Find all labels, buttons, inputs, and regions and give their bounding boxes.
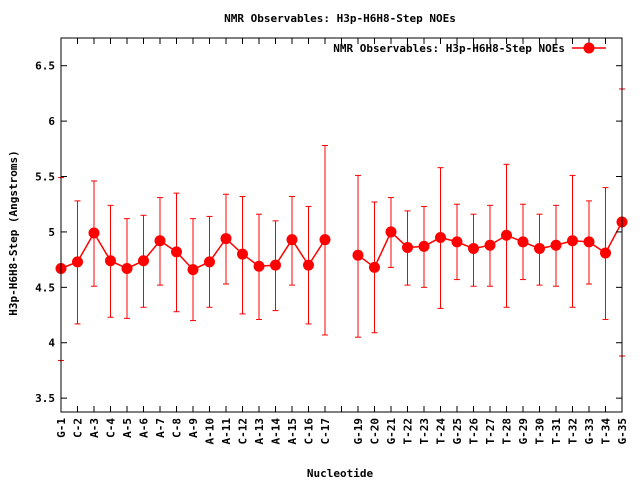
x-axis-label: Nucleotide [307, 467, 374, 480]
plot-area [55, 88, 628, 361]
data-point [418, 240, 430, 252]
data-point [501, 229, 512, 241]
x-tick-label: T-26 [468, 418, 481, 445]
y-tick-label: 4.5 [35, 281, 55, 294]
x-tick-label: C-16 [303, 418, 316, 445]
x-tick-label: T-32 [567, 418, 580, 445]
x-tick-label: A-13 [253, 418, 266, 445]
x-tick-label: G-19 [352, 418, 365, 445]
y-tick-label: 5.5 [35, 171, 55, 184]
data-point [352, 249, 364, 261]
data-point [303, 259, 314, 271]
data-point [319, 234, 331, 246]
chart-title: NMR Observables: H3p-H6H8-Step NOEs [224, 12, 456, 25]
legend-label: NMR Observables: H3p-H6H8-Step NOEs [333, 42, 565, 55]
data-point [435, 231, 446, 243]
data-point [253, 260, 265, 272]
data-point [286, 234, 298, 246]
x-axis: G-1 C-2 A-3 C-4 A-5 A-6 A-7 C-8 A-9 A-10 A-11 C-12 A… [55, 38, 629, 445]
x-tick-label: A-10 [204, 418, 217, 445]
x-tick-label: C-20 [369, 418, 382, 445]
x-tick-label: T-34 [600, 418, 613, 445]
x-tick-label: T-23 [418, 418, 431, 445]
data-point [237, 248, 248, 260]
x-tick-label: T-28 [501, 418, 514, 445]
x-tick-label: C-4 [105, 418, 118, 438]
x-tick-label: A-11 [220, 418, 233, 445]
x-tick-label: G-21 [385, 418, 398, 445]
data-point [369, 261, 380, 273]
data-point [567, 235, 578, 247]
data-point [105, 255, 116, 267]
data-point [583, 236, 595, 248]
data-point [484, 239, 496, 251]
x-tick-label: G-29 [517, 418, 530, 445]
data-point [204, 256, 215, 268]
legend-marker [583, 42, 595, 54]
y-axis: 3.5 4 4.5 5 5.5 6 6.5 [35, 60, 622, 405]
data-point [600, 247, 611, 259]
x-tick-label: G-35 [616, 418, 629, 445]
y-tick-label: 5 [48, 226, 55, 239]
x-tick-label: G-33 [583, 418, 596, 445]
y-tick-label: 3.5 [35, 392, 55, 405]
x-tick-label: T-22 [402, 418, 415, 445]
data-point [550, 239, 562, 251]
x-tick-label: C-8 [171, 418, 184, 438]
data-point [517, 236, 529, 248]
y-tick-label: 6 [48, 115, 55, 128]
data-point [385, 226, 397, 238]
data-point [402, 241, 413, 253]
x-tick-label: A-14 [270, 418, 283, 445]
x-tick-label: C-2 [72, 418, 85, 438]
data-point [187, 264, 199, 276]
x-tick-label: T-30 [534, 418, 547, 445]
data-point [72, 256, 83, 268]
x-tick-label: C-17 [319, 418, 332, 445]
x-tick-label: T-24 [435, 418, 448, 445]
data-point [468, 243, 479, 255]
x-tick-label: T-31 [550, 418, 563, 445]
data-point [451, 236, 463, 248]
x-tick-label: T-27 [484, 418, 497, 445]
x-tick-label: A-6 [138, 418, 151, 438]
data-point [270, 259, 281, 271]
y-tick-label: 4 [48, 337, 55, 350]
y-axis-label: H3p-H6H8-Step (Angstroms) [7, 150, 20, 316]
x-tick-label: C-12 [237, 418, 250, 445]
x-tick-label: G-1 [55, 418, 68, 438]
x-tick-label: A-7 [154, 418, 167, 438]
x-tick-label: A-5 [121, 418, 134, 438]
data-point [121, 262, 133, 274]
data-point [534, 243, 545, 255]
data-point [138, 255, 149, 267]
y-tick-label: 6.5 [35, 60, 55, 73]
legend: NMR Observables: H3p-H6H8-Step NOEs [333, 42, 606, 55]
x-tick-label: G-25 [451, 418, 464, 445]
data-point [220, 233, 232, 245]
data-point [154, 235, 166, 247]
x-tick-label: A-9 [187, 418, 200, 438]
data-point [88, 227, 100, 239]
x-tick-label: A-3 [88, 418, 101, 438]
plot-frame [60, 37, 623, 413]
data-point [171, 246, 182, 258]
x-tick-label: A-15 [286, 418, 299, 445]
